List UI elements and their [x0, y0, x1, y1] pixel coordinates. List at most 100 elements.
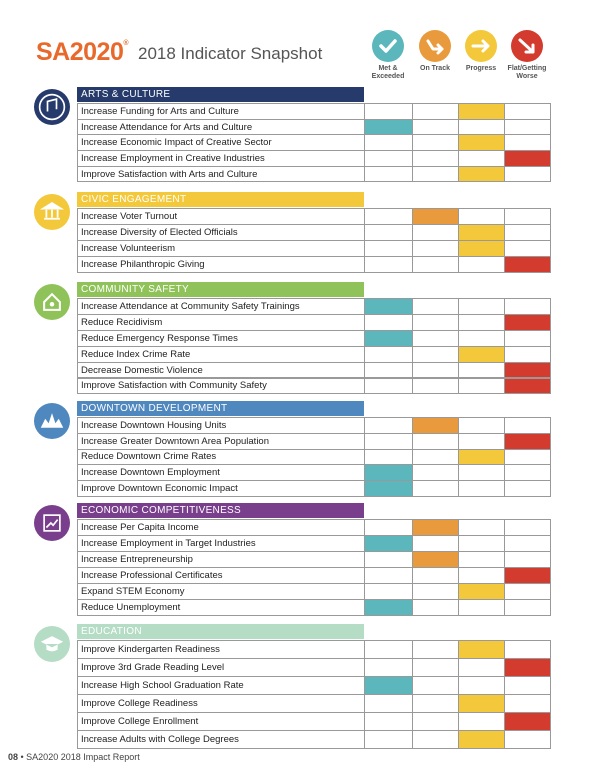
row-label: Increase Funding for Arts and Culture: [77, 103, 365, 120]
section-icon: [34, 284, 70, 320]
status-cell: [458, 658, 505, 677]
status-cell: [364, 224, 413, 241]
status-cell: [364, 448, 413, 466]
status-cell-filled: [364, 329, 413, 347]
status-cell: [504, 134, 551, 152]
registered-mark: ®: [123, 40, 129, 47]
row-label: Improve 3rd Grade Reading Level: [77, 658, 365, 677]
status-cell: [504, 448, 551, 466]
status-cell: [458, 256, 505, 273]
status-cell-filled: [458, 730, 505, 749]
status-cell: [504, 345, 551, 363]
status-cell: [458, 417, 505, 434]
row-label: Increase Downtown Housing Units: [77, 417, 365, 434]
legend-icon: [372, 30, 404, 62]
status-cell: [458, 329, 505, 347]
row-label: Improve Downtown Economic Impact: [77, 480, 365, 497]
status-cell-filled: [458, 345, 505, 363]
status-cell-filled: [364, 464, 413, 482]
status-cell: [458, 313, 505, 331]
status-cell: [504, 676, 551, 695]
row-label: Increase Economic Impact of Creative Sec…: [77, 134, 365, 152]
status-cell: [504, 551, 551, 568]
status-cell: [412, 599, 459, 616]
logo-text: SA2020: [36, 38, 124, 66]
row-label: Reduce Downtown Crime Rates: [77, 448, 365, 466]
status-cell-filled: [412, 551, 459, 568]
status-cell: [364, 640, 413, 659]
status-cell-filled: [504, 432, 551, 450]
status-cell: [458, 519, 505, 536]
status-cell-filled: [364, 535, 413, 552]
row-label: Improve Satisfaction with Community Safe…: [77, 377, 365, 395]
status-cell: [364, 417, 413, 434]
row-label: Increase Per Capita Income: [77, 519, 365, 536]
status-cell: [364, 583, 413, 600]
status-cell-filled: [504, 150, 551, 167]
legend-label: Flat/Getting Worse: [507, 65, 547, 80]
row-label: Increase Attendance for Arts and Culture: [77, 118, 365, 136]
status-cell: [458, 432, 505, 450]
status-cell: [364, 150, 413, 167]
status-cell-filled: [412, 208, 459, 225]
status-cell: [412, 567, 459, 584]
status-cell-filled: [458, 694, 505, 713]
status-cell-filled: [364, 480, 413, 497]
status-cell: [412, 313, 459, 331]
status-cell-filled: [364, 676, 413, 695]
status-cell: [504, 165, 551, 183]
row-label: Reduce Emergency Response Times: [77, 329, 365, 347]
status-cell: [458, 118, 505, 136]
status-cell: [458, 377, 505, 395]
status-cell: [412, 658, 459, 677]
status-cell: [364, 165, 413, 183]
status-cell: [504, 329, 551, 347]
status-cell-filled: [504, 256, 551, 273]
status-cell: [364, 712, 413, 731]
status-cell-filled: [458, 103, 505, 120]
status-cell: [504, 480, 551, 497]
status-cell-filled: [458, 640, 505, 659]
row-label: Increase Entrepreneurship: [77, 551, 365, 568]
status-cell: [364, 240, 413, 257]
status-cell: [504, 599, 551, 616]
status-cell: [412, 345, 459, 363]
status-cell-filled: [504, 377, 551, 395]
row-label: Reduce Index Crime Rate: [77, 345, 365, 363]
status-cell: [364, 345, 413, 363]
section-header: EDUCATION: [77, 624, 364, 639]
row-label: Improve Kindergarten Readiness: [77, 640, 365, 659]
row-label: Increase Philanthropic Giving: [77, 256, 365, 273]
status-cell: [412, 256, 459, 273]
status-cell: [364, 519, 413, 536]
status-cell-filled: [458, 240, 505, 257]
legend-icon: [419, 30, 451, 62]
status-cell: [412, 640, 459, 659]
status-cell-filled: [364, 599, 413, 616]
status-cell: [412, 730, 459, 749]
status-cell: [504, 519, 551, 536]
status-cell: [458, 567, 505, 584]
status-cell-filled: [504, 567, 551, 584]
status-cell: [412, 432, 459, 450]
row-label: Improve College Readiness: [77, 694, 365, 713]
status-cell: [504, 224, 551, 241]
status-cell: [412, 361, 459, 379]
status-cell: [458, 599, 505, 616]
status-cell: [364, 208, 413, 225]
section-icon: [34, 505, 70, 541]
status-cell-filled: [458, 134, 505, 152]
status-cell: [504, 730, 551, 749]
row-label: Increase Diversity of Elected Officials: [77, 224, 365, 241]
status-cell: [504, 583, 551, 600]
status-cell: [412, 377, 459, 395]
status-cell: [364, 567, 413, 584]
status-cell-filled: [364, 118, 413, 136]
legend-label: Met & Exceeded: [371, 65, 405, 80]
status-cell: [412, 464, 459, 482]
section-header: CIVIC ENGAGEMENT: [77, 192, 364, 207]
status-cell: [458, 551, 505, 568]
row-label: Increase Attendance at Community Safety …: [77, 298, 365, 315]
section-icon: [34, 626, 70, 662]
